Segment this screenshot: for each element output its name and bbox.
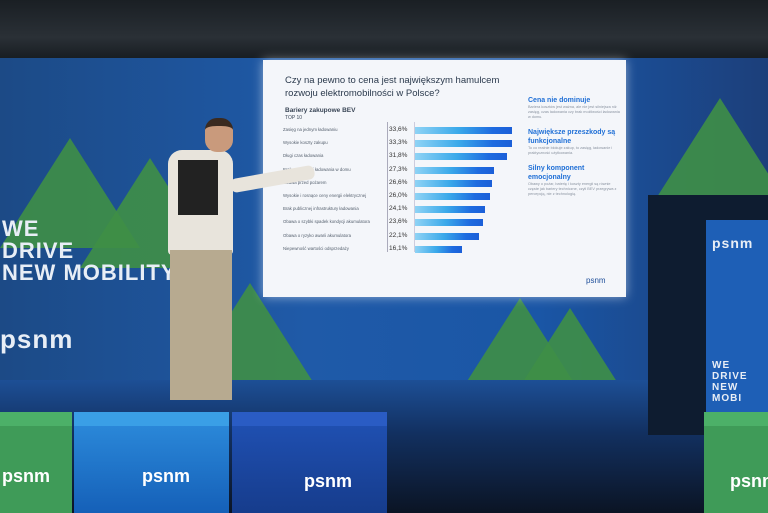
slide-title: Czy na pewno to cena jest największym ha… xyxy=(285,75,500,99)
side-screen-display: psnm WE DRIVE NEW MOBI xyxy=(706,220,768,415)
backdrop-slogan: WE DRIVE NEW MOBILITY xyxy=(2,216,177,285)
stage-cube: psnm xyxy=(704,412,768,513)
chart-row: Brak możliwości ładowania w domu 27,3% xyxy=(283,165,523,177)
row-label: Obawa o ryzyko awarii akumulatora xyxy=(283,232,352,238)
chart-bar xyxy=(415,179,493,187)
row-value: 33,3% xyxy=(389,139,408,147)
chart-bar xyxy=(415,219,484,227)
row-label: Zasięg na jednym ładowaniu xyxy=(283,127,338,132)
speaker xyxy=(168,150,233,255)
row-value: 22,1% xyxy=(389,231,408,239)
row-value: 27,3% xyxy=(389,165,408,173)
side-heading: Silny komponent emocjonalny xyxy=(528,165,585,181)
row-value: 26,6% xyxy=(389,178,408,186)
chart-row: Obawa o szybki spadek kondycji akumulato… xyxy=(283,217,523,229)
row-label: Obawa o szybki spadek kondycji akumulato… xyxy=(283,219,370,225)
stage-cube: psnm xyxy=(232,412,387,513)
row-value: 31,8% xyxy=(389,152,408,160)
chart-row: Niepewność wartości odsprzedaży 16,1% xyxy=(283,244,523,256)
chart-bar xyxy=(415,245,462,253)
screen-logo: psnm xyxy=(712,235,754,251)
row-label: Obawa przed pożarem xyxy=(283,179,327,185)
stage-cube: psnm xyxy=(74,412,229,513)
chart-axis xyxy=(387,122,388,252)
chart-row: Wysokie i rosnące ceny energii elektrycz… xyxy=(283,191,523,203)
stage-cube: psnm xyxy=(0,412,72,513)
row-label: Długi czas ładowania xyxy=(283,153,324,159)
speaker-trousers xyxy=(170,250,232,400)
side-body: To co realnie blokuje zakup, to zasięg, … xyxy=(528,146,613,155)
row-label: Brak możliwości ładowania w domu xyxy=(283,166,351,172)
side-body: Obawy o pożar, baterię i koszty energii … xyxy=(528,182,617,196)
chart-subtitle: Bariery zakupowe BEV xyxy=(285,107,356,114)
chart-top-label: TOP 10 xyxy=(285,115,303,121)
tree-graphic xyxy=(650,98,768,208)
chart-bar xyxy=(415,193,491,200)
row-value: 16,1% xyxy=(389,244,408,252)
side-screen: psnm WE DRIVE NEW MOBI xyxy=(648,195,768,435)
row-label: Wysokie i rosnące ceny energii elektrycz… xyxy=(283,193,367,198)
row-label: Wysokie koszty zakupu xyxy=(283,140,328,146)
chart-row: Zasięg na jednym ładowaniu 33,6% xyxy=(283,125,523,137)
speaker-vest xyxy=(178,160,218,215)
screen-slogan: WE DRIVE NEW MOBI xyxy=(712,360,748,404)
chart-bar xyxy=(415,232,480,240)
chart-bar xyxy=(415,127,513,134)
row-label: Niepewność wartości odsprzedaży xyxy=(283,245,349,251)
chart-bar xyxy=(415,153,508,161)
row-value: 33,6% xyxy=(389,126,408,133)
chart-bar xyxy=(415,206,485,214)
speaker-head xyxy=(205,118,233,152)
chart-bar xyxy=(415,166,495,174)
row-label: Brak publicznej infrastruktury ładowania xyxy=(283,206,359,212)
side-heading: Cena nie dominuje xyxy=(528,97,591,104)
backdrop-logo: psnm xyxy=(0,324,74,354)
slide-logo: psnm xyxy=(586,276,606,285)
chart-row: Wysokie koszty zakupu 33,3% xyxy=(283,138,523,150)
chart-row: Brak publicznej infrastruktury ładowania… xyxy=(283,204,523,216)
row-value: 26,0% xyxy=(389,192,408,199)
slide-side-panel: Cena nie dominuje Bariera kosztów jest w… xyxy=(528,96,620,197)
row-value: 23,6% xyxy=(389,218,408,226)
chart-row: Długi czas ładowania 31,8% xyxy=(283,151,523,163)
chart-axis xyxy=(414,122,415,252)
chart-bar xyxy=(415,140,512,148)
chart-row: Obawa o ryzyko awarii akumulatora 22,1% xyxy=(283,231,523,243)
ceiling xyxy=(0,0,768,62)
presentation-slide: Czy na pewno to cena jest największym ha… xyxy=(263,60,626,297)
chart-row: Obawa przed pożarem 26,6% xyxy=(283,178,523,190)
side-body: Bariera kosztów jest ważna, ale nie jest… xyxy=(528,105,620,119)
row-value: 24,1% xyxy=(389,205,408,213)
side-heading: Największe przeszkody są funkcjonalne xyxy=(528,129,616,145)
